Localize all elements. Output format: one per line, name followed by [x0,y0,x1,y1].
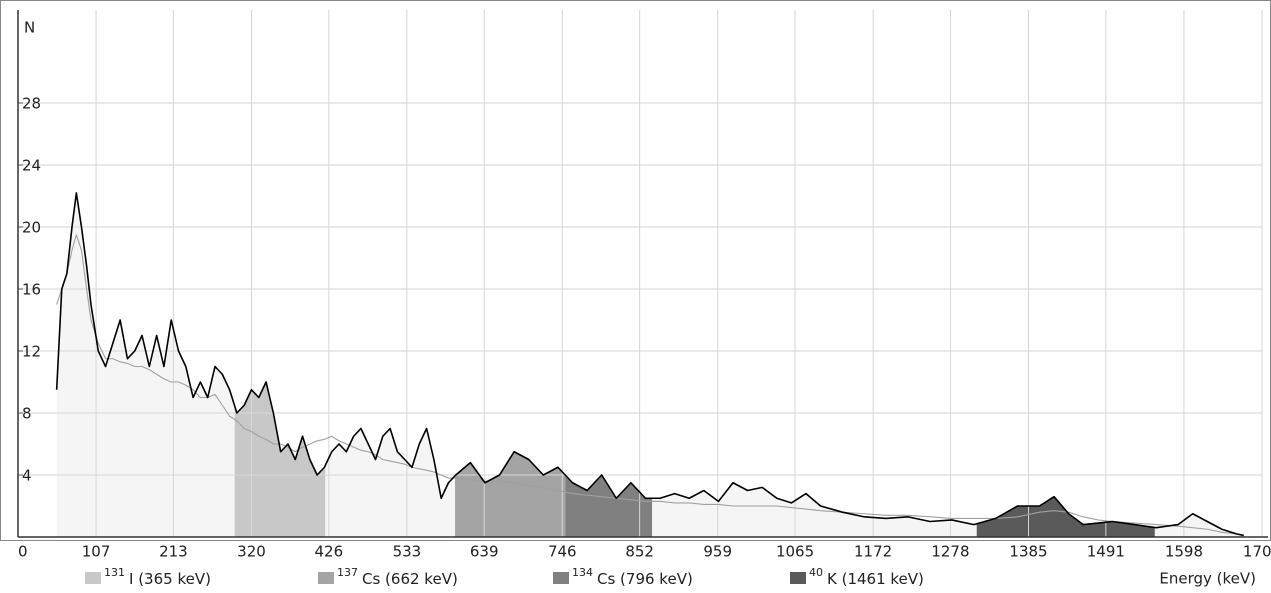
y-tick-label: 28 [22,95,41,113]
y-tick-label: 24 [22,157,41,175]
x-tick-label: 213 [159,543,188,561]
x-tick-label: 1705 [1243,543,1271,561]
legend-swatch [85,572,101,584]
legend-text: I (365 keV) [129,570,211,588]
x-tick-label: 1172 [854,543,892,561]
x-tick-label: 0 [18,543,28,561]
x-tick-label: 639 [470,543,499,561]
x-tick-label: 746 [548,543,577,561]
series-line [56,234,1244,536]
legend-swatch [790,572,806,584]
legend-text: Cs (662 keV) [362,570,458,588]
isotope-region [234,382,326,537]
y-tick-label: 16 [22,281,41,299]
x-tick-label: 1491 [1087,543,1125,561]
legend-label: 131 I (365 keV) [104,566,211,588]
legend-text: K (1461 keV) [827,570,924,588]
legend-swatch [553,572,569,584]
legend-mass: 40 [809,566,823,579]
x-tick-label: 533 [393,543,422,561]
x-axis-label: Energy (keV) [1159,570,1256,588]
y-axis-label: N [24,19,35,37]
legend-label: 134 Cs (796 keV) [572,566,693,588]
y-tick-label: 20 [22,219,41,237]
legend-mass: 134 [572,566,593,579]
legend-mass: 131 [104,566,125,579]
area-fill [56,192,1244,537]
legend-swatch [318,572,334,584]
x-tick-label: 959 [703,543,732,561]
legend-mass: 137 [337,566,358,579]
legend-text: Cs (796 keV) [597,570,693,588]
x-tick-label: 852 [625,543,654,561]
x-tick-label: 1065 [776,543,814,561]
x-tick-label: 1278 [931,543,969,561]
x-tick-label: 1598 [1165,543,1203,561]
x-tick-label: 1385 [1009,543,1047,561]
x-tick-label: 426 [314,543,343,561]
y-tick-label: 8 [22,405,32,423]
series-line [55,192,1244,537]
y-tick-label: 12 [22,343,41,361]
isotope-region [455,451,566,537]
x-tick-label: 107 [82,543,111,561]
legend-label: 40 K (1461 keV) [809,566,924,588]
legend-label: 137 Cs (662 keV) [337,566,458,588]
x-tick-label: 320 [237,543,266,561]
y-tick-label: 4 [22,467,32,485]
